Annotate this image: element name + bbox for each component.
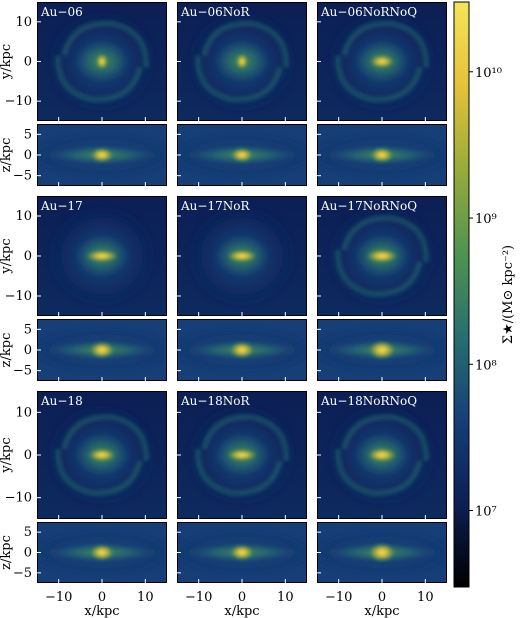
panel-label: Au−06NoR: [180, 5, 250, 19]
z-tick-label: 0: [24, 546, 32, 561]
x-tick-label: 10: [137, 590, 154, 605]
y-tick-label: 0: [24, 55, 32, 70]
z-tick-label: 0: [24, 343, 32, 358]
z-tick-label: −5: [13, 364, 32, 379]
faceon-panel: [177, 391, 307, 519]
x-tick-label: −10: [325, 590, 352, 605]
panel-label: Au−06: [40, 5, 83, 19]
panel-grid: Au−06 Au−06NoR Au−06NoRNoQ −10 0 10 −5 0 5 y/kpc z…: [0, 2, 447, 618]
edgeon-panel: [317, 319, 447, 381]
x-tick-label: 10: [417, 590, 434, 605]
x-tick-label: −10: [45, 590, 72, 605]
x-tick-label: 10: [277, 590, 294, 605]
x-axis-label: x/kpc: [84, 604, 119, 618]
x-tick-label: −10: [185, 590, 212, 605]
y-tick-label: 10: [15, 15, 32, 30]
x-tick-label: 0: [238, 590, 246, 605]
colorbar-tick-label: 10¹⁰: [475, 66, 502, 81]
edgeon-panel: [317, 522, 447, 583]
z-tick-label: 5: [24, 525, 32, 540]
z-tick-label: 5: [24, 127, 32, 142]
z-axis-label: z/kpc: [0, 333, 14, 368]
colorbar-gradient: [453, 1, 470, 588]
y-tick-label: 0: [24, 448, 32, 463]
x-tick-label: 0: [98, 590, 106, 605]
panel-label: Au−18NoRNoQ: [320, 394, 417, 408]
z-tick-label: −5: [13, 566, 32, 581]
edgeon-panel: [177, 319, 307, 381]
faceon-panel: [317, 196, 447, 316]
colorbar-tick-label: 10⁷: [475, 505, 497, 520]
z-axis-label: z/kpc: [0, 138, 14, 173]
faceon-panel: [37, 2, 167, 121]
edgeon-panel: [177, 522, 307, 583]
faceon-panel: [317, 2, 447, 121]
z-tick-label: 0: [24, 148, 32, 163]
panel-label: Au−17NoRNoQ: [320, 199, 417, 213]
faceon-panel: [37, 196, 167, 316]
colorbar-tick-label: 10⁹: [475, 212, 497, 227]
edgeon-panel: [317, 124, 447, 186]
colorbar: 10⁷ 10⁸ 10⁹ 10¹⁰ Σ★/(M⊙ kpc⁻²): [453, 1, 516, 588]
faceon-panel: [177, 2, 307, 121]
panel-label: Au−17: [40, 199, 83, 213]
z-tick-label: 5: [24, 322, 32, 337]
x-axis-label: x/kpc: [364, 604, 399, 618]
edgeon-panel: [37, 319, 167, 381]
colorbar-label: Σ★/(M⊙ kpc⁻²): [501, 245, 516, 344]
faceon-panel: [177, 196, 307, 316]
z-tick-label: −5: [13, 169, 32, 184]
y-tick-label: −10: [5, 94, 32, 109]
panel-label: Au−06NoRNoQ: [320, 5, 417, 19]
y-axis-label: y/kpc: [0, 238, 14, 274]
y-tick-label: 10: [15, 209, 32, 224]
panel-label: Au−18: [40, 394, 83, 408]
y-axis-label: y/kpc: [0, 44, 14, 80]
colorbar-tick-label: 10⁸: [475, 358, 497, 373]
y-tick-label: −10: [5, 491, 32, 506]
faceon-panel: [317, 391, 447, 519]
panel-label: Au−17NoR: [180, 199, 250, 213]
x-axis-label: x/kpc: [224, 604, 259, 618]
edgeon-panel: [37, 522, 167, 583]
faceon-panel: [37, 391, 167, 519]
y-tick-label: −10: [5, 289, 32, 304]
panel-label: Au−18NoR: [180, 394, 250, 408]
y-axis-label: y/kpc: [0, 437, 14, 473]
z-axis-label: z/kpc: [0, 535, 14, 570]
edgeon-panel: [37, 124, 167, 186]
edgeon-panel: [177, 124, 307, 186]
x-tick-label: 0: [378, 590, 386, 605]
y-tick-label: 10: [15, 405, 32, 420]
y-tick-label: 0: [24, 249, 32, 264]
